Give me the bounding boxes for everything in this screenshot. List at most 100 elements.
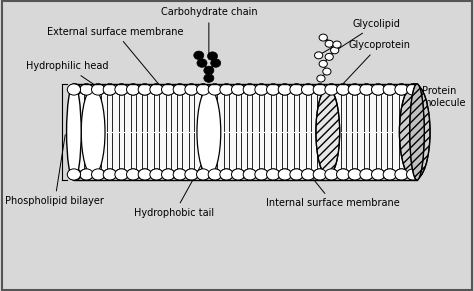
Circle shape xyxy=(185,169,198,180)
Circle shape xyxy=(372,84,385,95)
Circle shape xyxy=(407,169,420,180)
Circle shape xyxy=(173,84,186,95)
Circle shape xyxy=(325,169,338,180)
Circle shape xyxy=(138,169,151,180)
Circle shape xyxy=(197,84,210,95)
Circle shape xyxy=(68,84,82,95)
Circle shape xyxy=(150,169,163,180)
Circle shape xyxy=(68,169,82,180)
Circle shape xyxy=(80,84,93,95)
Circle shape xyxy=(103,169,117,180)
Circle shape xyxy=(91,169,105,180)
Circle shape xyxy=(360,84,373,95)
Circle shape xyxy=(255,169,268,180)
Ellipse shape xyxy=(66,84,81,180)
Circle shape xyxy=(150,169,163,180)
Circle shape xyxy=(127,169,140,180)
Circle shape xyxy=(407,84,420,95)
Circle shape xyxy=(372,169,385,180)
Circle shape xyxy=(383,84,396,95)
Circle shape xyxy=(313,169,327,180)
Text: External surface membrane: External surface membrane xyxy=(47,26,183,85)
Circle shape xyxy=(278,169,292,180)
Circle shape xyxy=(319,34,328,41)
Circle shape xyxy=(127,169,140,180)
Circle shape xyxy=(173,84,186,95)
Circle shape xyxy=(348,169,362,180)
Circle shape xyxy=(150,84,163,95)
Circle shape xyxy=(317,75,325,82)
Ellipse shape xyxy=(410,84,424,180)
Circle shape xyxy=(266,84,280,95)
Circle shape xyxy=(255,84,268,95)
Ellipse shape xyxy=(316,88,340,176)
Circle shape xyxy=(150,84,163,95)
Circle shape xyxy=(319,60,328,67)
Circle shape xyxy=(407,84,420,95)
Circle shape xyxy=(91,84,105,95)
Circle shape xyxy=(80,169,93,180)
Circle shape xyxy=(290,169,303,180)
Circle shape xyxy=(395,84,408,95)
Circle shape xyxy=(313,84,327,95)
Text: Glycoprotein: Glycoprotein xyxy=(341,40,410,86)
Text: Carbohydrate chain: Carbohydrate chain xyxy=(161,7,257,59)
Circle shape xyxy=(360,169,373,180)
Circle shape xyxy=(325,84,338,95)
Circle shape xyxy=(243,84,256,95)
Circle shape xyxy=(325,40,333,47)
Text: Hydrophilic head: Hydrophilic head xyxy=(26,61,109,88)
Circle shape xyxy=(372,84,385,95)
Circle shape xyxy=(325,54,333,60)
Circle shape xyxy=(197,59,207,67)
Circle shape xyxy=(395,169,408,180)
Circle shape xyxy=(278,169,292,180)
Circle shape xyxy=(67,169,81,180)
Circle shape xyxy=(115,84,128,95)
Circle shape xyxy=(208,84,221,95)
Circle shape xyxy=(323,68,331,75)
Circle shape xyxy=(220,84,233,95)
Circle shape xyxy=(337,84,350,95)
Circle shape xyxy=(231,169,245,180)
Circle shape xyxy=(220,84,233,95)
Circle shape xyxy=(243,84,256,95)
Circle shape xyxy=(67,84,81,95)
Circle shape xyxy=(194,51,204,60)
Text: Glycolipid: Glycolipid xyxy=(332,19,401,53)
Circle shape xyxy=(103,84,117,95)
Circle shape xyxy=(301,84,315,95)
Circle shape xyxy=(138,84,151,95)
Bar xyxy=(74,90,417,175)
Ellipse shape xyxy=(197,88,221,176)
Circle shape xyxy=(301,169,315,180)
Circle shape xyxy=(210,59,221,67)
Circle shape xyxy=(115,169,128,180)
Circle shape xyxy=(162,169,175,180)
Circle shape xyxy=(348,84,362,95)
Circle shape xyxy=(91,84,105,95)
Circle shape xyxy=(103,84,117,95)
Circle shape xyxy=(325,169,338,180)
Circle shape xyxy=(266,84,280,95)
Circle shape xyxy=(80,169,93,180)
Text: Protein
molecule: Protein molecule xyxy=(421,86,466,118)
Circle shape xyxy=(197,84,210,95)
Ellipse shape xyxy=(400,84,430,180)
Circle shape xyxy=(313,169,327,180)
Circle shape xyxy=(243,169,256,180)
Circle shape xyxy=(348,169,362,180)
Circle shape xyxy=(278,84,292,95)
Circle shape xyxy=(127,84,140,95)
Circle shape xyxy=(395,169,408,180)
Circle shape xyxy=(197,169,210,180)
Circle shape xyxy=(231,84,245,95)
Circle shape xyxy=(301,169,315,180)
Circle shape xyxy=(208,169,221,180)
Circle shape xyxy=(91,169,105,180)
Circle shape xyxy=(372,169,385,180)
Circle shape xyxy=(68,84,82,95)
Circle shape xyxy=(266,169,280,180)
Circle shape xyxy=(330,47,339,54)
Circle shape xyxy=(337,84,350,95)
